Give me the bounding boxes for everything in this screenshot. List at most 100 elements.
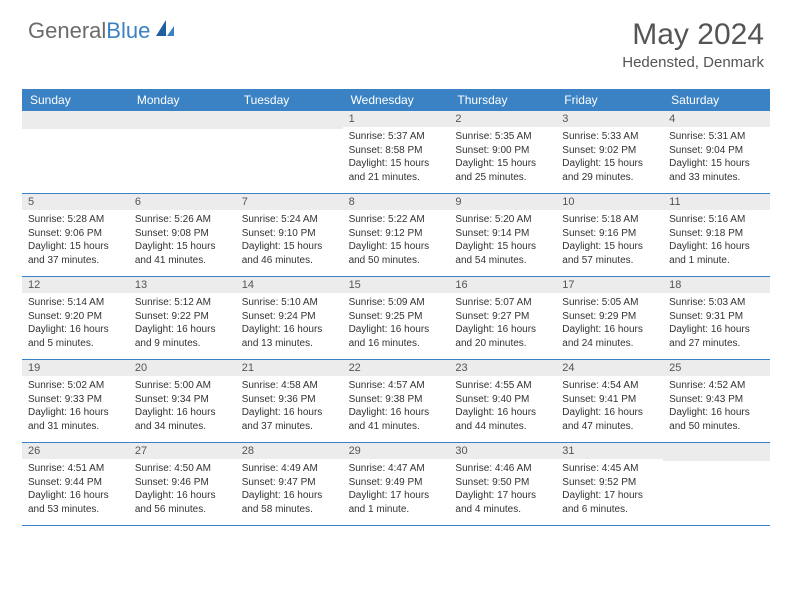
daylight-text2: and 41 minutes. — [349, 420, 444, 434]
day-body: Sunrise: 4:47 AMSunset: 9:49 PMDaylight:… — [343, 459, 450, 522]
day-body: Sunrise: 5:18 AMSunset: 9:16 PMDaylight:… — [556, 210, 663, 273]
day-number: 12 — [28, 279, 40, 291]
day-cell: 7 Sunrise: 5:24 AMSunset: 9:10 PMDaylight… — [236, 194, 343, 276]
day-body: Sunrise: 5:20 AMSunset: 9:14 PMDaylight:… — [449, 210, 556, 273]
day-body: Sunrise: 5:37 AMSunset: 8:58 PMDaylight:… — [343, 127, 450, 190]
sunset-text: Sunset: 9:02 PM — [562, 144, 657, 158]
day-cell: 13Sunrise: 5:12 AMSunset: 9:22 PMDayligh… — [129, 277, 236, 359]
daylight-text2: and 50 minutes. — [349, 254, 444, 268]
weekday-header: Saturday — [663, 89, 770, 111]
day-cell: 30Sunrise: 4:46 AMSunset: 9:50 PMDayligh… — [449, 443, 556, 525]
sunrise-text: Sunrise: 4:45 AM — [562, 462, 657, 476]
sunrise-text: Sunrise: 4:55 AM — [455, 379, 550, 393]
weekday-header: Wednesday — [343, 89, 450, 111]
day-body: Sunrise: 4:52 AMSunset: 9:43 PMDaylight:… — [663, 376, 770, 439]
daylight-text2: and 29 minutes. — [562, 171, 657, 185]
day-body: Sunrise: 5:28 AMSunset: 9:06 PMDaylight:… — [22, 210, 129, 273]
sunrise-text: Sunrise: 4:47 AM — [349, 462, 444, 476]
day-number: 20 — [135, 362, 147, 374]
day-cell: 8Sunrise: 5:22 AMSunset: 9:12 PMDaylight… — [343, 194, 450, 276]
sail-icon — [154, 18, 176, 44]
day-body: Sunrise: 5:35 AMSunset: 9:00 PMDaylight:… — [449, 127, 556, 190]
day-cell: 26Sunrise: 4:51 AMSunset: 9:44 PMDayligh… — [22, 443, 129, 525]
sunrise-text: Sunrise: 5:35 AM — [455, 130, 550, 144]
day-number: 17 — [562, 279, 574, 291]
day-cell: 23Sunrise: 4:55 AMSunset: 9:40 PMDayligh… — [449, 360, 556, 442]
sunrise-text: Sunrise: 5:07 AM — [455, 296, 550, 310]
sunrise-text: Sunrise: 5:28 AM — [28, 213, 123, 227]
sunset-text: Sunset: 9:16 PM — [562, 227, 657, 241]
day-body: Sunrise: 4:58 AMSunset: 9:36 PMDaylight:… — [236, 376, 343, 439]
week-row: 12 Sunrise: 5:14 AMSunset: 9:20 PMDayligh… — [22, 277, 770, 360]
daylight-text1: Daylight: 16 hours — [28, 489, 123, 503]
day-body: Sunrise: 5:31 AMSunset: 9:04 PMDaylight:… — [663, 127, 770, 190]
daylight-text1: Daylight: 15 hours — [242, 240, 337, 254]
daylight-text1: Daylight: 15 hours — [669, 157, 764, 171]
daylight-text1: Daylight: 17 hours — [562, 489, 657, 503]
daylight-text1: Daylight: 17 hours — [349, 489, 444, 503]
sunset-text: Sunset: 9:27 PM — [455, 310, 550, 324]
daylight-text1: Daylight: 16 hours — [135, 406, 230, 420]
daylight-text2: and 6 minutes. — [562, 503, 657, 517]
day-cell: 31 Sunrise: 4:45 AMSunset: 9:52 PMDayligh… — [556, 443, 663, 525]
day-cell: 1 Sunrise: 5:37 AMSunset: 8:58 PMDaylight… — [343, 111, 450, 193]
day-cell: 12 Sunrise: 5:14 AMSunset: 9:20 PMDayligh… — [22, 277, 129, 359]
day-number: 13 — [135, 279, 147, 291]
daylight-text1: Daylight: 15 hours — [349, 157, 444, 171]
daylight-text1: Daylight: 16 hours — [28, 323, 123, 337]
daylight-text1: Daylight: 16 hours — [349, 406, 444, 420]
sunset-text: Sunset: 9:33 PM — [28, 393, 123, 407]
sunset-text: Sunset: 9:36 PM — [242, 393, 337, 407]
sunrise-text: Sunrise: 4:46 AM — [455, 462, 550, 476]
daylight-text2: and 33 minutes. — [669, 171, 764, 185]
daylight-text1: Daylight: 16 hours — [135, 323, 230, 337]
daylight-text1: Daylight: 16 hours — [669, 240, 764, 254]
sunrise-text: Sunrise: 5:26 AM — [135, 213, 230, 227]
day-number: 3 — [562, 113, 568, 125]
sunrise-text: Sunrise: 5:33 AM — [562, 130, 657, 144]
daylight-text1: Daylight: 16 hours — [349, 323, 444, 337]
day-body: Sunrise: 5:22 AMSunset: 9:12 PMDaylight:… — [343, 210, 450, 273]
daylight-text1: Daylight: 15 hours — [135, 240, 230, 254]
day-number: 31 — [562, 445, 574, 457]
sunrise-text: Sunrise: 5:05 AM — [562, 296, 657, 310]
sunrise-text: Sunrise: 4:50 AM — [135, 462, 230, 476]
week-row: 5Sunrise: 5:28 AMSunset: 9:06 PMDaylight… — [22, 194, 770, 277]
day-body: Sunrise: 4:49 AMSunset: 9:47 PMDaylight:… — [236, 459, 343, 522]
day-body: Sunrise: 5:10 AMSunset: 9:24 PMDaylight:… — [236, 293, 343, 356]
daylight-text2: and 56 minutes. — [135, 503, 230, 517]
day-number: 26 — [28, 445, 40, 457]
day-number: 29 — [349, 445, 361, 457]
logo: GeneralBlue — [28, 18, 176, 44]
day-cell: 10Sunrise: 5:18 AMSunset: 9:16 PMDayligh… — [556, 194, 663, 276]
day-cell: 21Sunrise: 4:58 AMSunset: 9:36 PMDayligh… — [236, 360, 343, 442]
sunset-text: Sunset: 9:34 PM — [135, 393, 230, 407]
sunset-text: Sunset: 9:43 PM — [669, 393, 764, 407]
day-number: 7 — [242, 196, 248, 208]
day-cell: 5Sunrise: 5:28 AMSunset: 9:06 PMDaylight… — [22, 194, 129, 276]
weekday-header-row: SundayMondayTuesdayWednesdayThursdayFrid… — [22, 89, 770, 111]
daylight-text2: and 21 minutes. — [349, 171, 444, 185]
day-number: 1 — [349, 113, 355, 125]
day-cell: 3Sunrise: 5:33 AMSunset: 9:02 PMDaylight… — [556, 111, 663, 193]
day-body: Sunrise: 5:14 AMSunset: 9:20 PMDaylight:… — [22, 293, 129, 356]
sunrise-text: Sunrise: 4:52 AM — [669, 379, 764, 393]
daylight-text2: and 41 minutes. — [135, 254, 230, 268]
sunset-text: Sunset: 9:08 PM — [135, 227, 230, 241]
sunset-text: Sunset: 8:58 PM — [349, 144, 444, 158]
sunset-text: Sunset: 9:38 PM — [349, 393, 444, 407]
sunrise-text: Sunrise: 5:22 AM — [349, 213, 444, 227]
month-title: May 2024 — [622, 18, 764, 52]
day-cell: 16Sunrise: 5:07 AMSunset: 9:27 PMDayligh… — [449, 277, 556, 359]
day-body: Sunrise: 5:05 AMSunset: 9:29 PMDaylight:… — [556, 293, 663, 356]
sunset-text: Sunset: 9:52 PM — [562, 476, 657, 490]
day-cell: 14Sunrise: 5:10 AMSunset: 9:24 PMDayligh… — [236, 277, 343, 359]
title-block: May 2024 Hedensted, Denmark — [622, 18, 764, 71]
location: Hedensted, Denmark — [622, 54, 764, 71]
day-cell: 6Sunrise: 5:26 AMSunset: 9:08 PMDaylight… — [129, 194, 236, 276]
sunset-text: Sunset: 9:24 PM — [242, 310, 337, 324]
day-body: Sunrise: 5:00 AMSunset: 9:34 PMDaylight:… — [129, 376, 236, 439]
day-body: Sunrise: 5:24 AMSunset: 9:10 PMDaylight:… — [236, 210, 343, 273]
sunrise-text: Sunrise: 5:09 AM — [349, 296, 444, 310]
sunset-text: Sunset: 9:20 PM — [28, 310, 123, 324]
